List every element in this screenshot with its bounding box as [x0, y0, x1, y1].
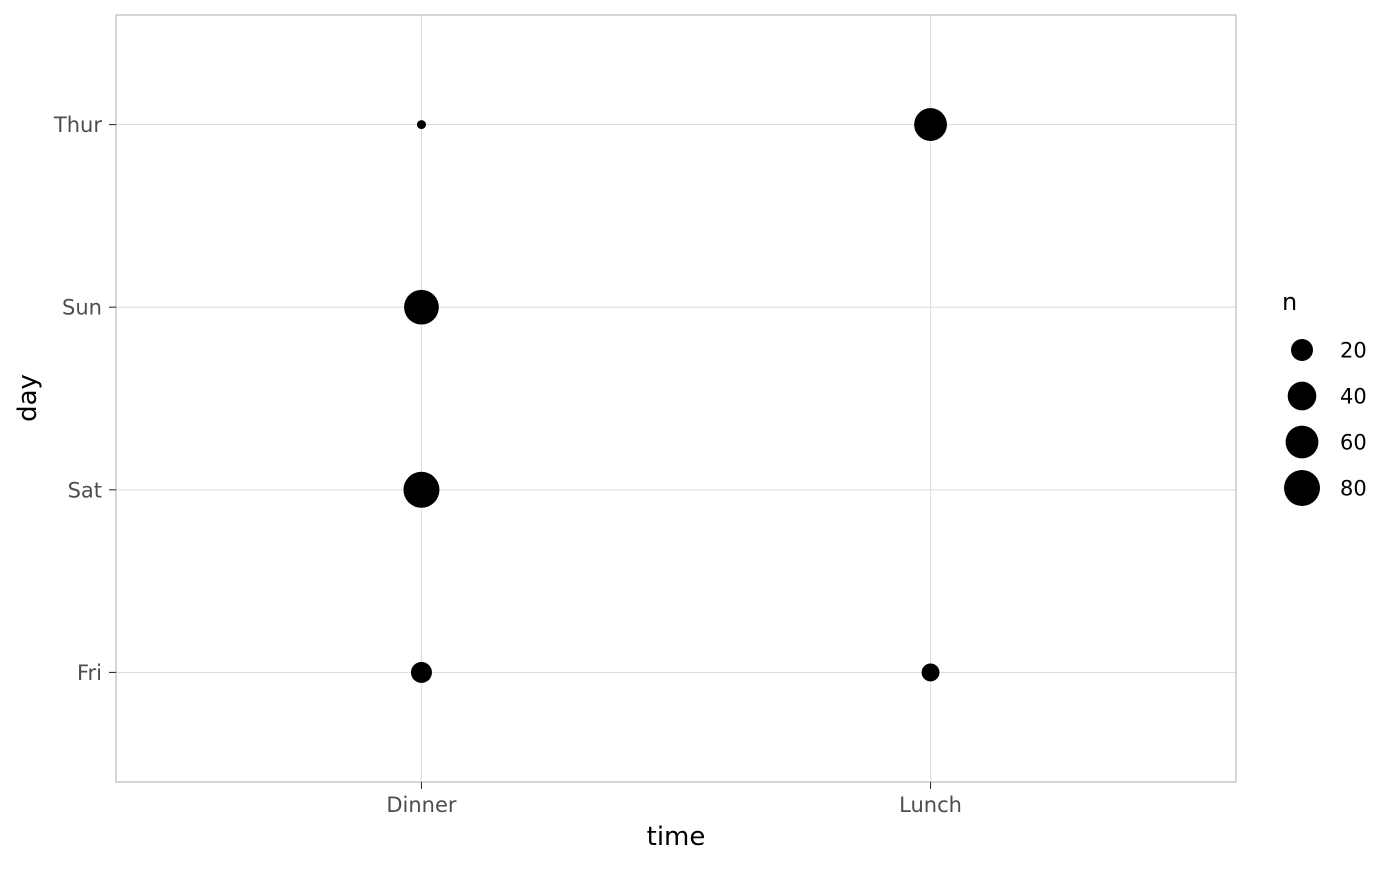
- data-points: [403, 108, 947, 683]
- y-tick-label: Sun: [62, 296, 102, 320]
- legend-key-label: 80: [1340, 477, 1367, 501]
- grid-lines: [116, 15, 1236, 782]
- panel-border: [115, 14, 1237, 783]
- data-point-dinner-thur: [416, 120, 426, 130]
- data-point-lunch-thur: [914, 108, 947, 141]
- legend-key-label: 40: [1340, 385, 1367, 409]
- data-point-dinner-sat: [403, 471, 440, 508]
- legend-key-circle: [1291, 339, 1313, 361]
- y-axis-title: day: [13, 374, 43, 422]
- y-tick-label: Thur: [53, 113, 102, 137]
- x-tick-label: Dinner: [386, 793, 457, 817]
- data-point-lunch-fri: [921, 663, 940, 682]
- data-point-dinner-sun: [404, 289, 439, 325]
- axes: Dinner Lunch Fri Sat Sun Thur: [53, 113, 962, 817]
- legend-title: n: [1282, 288, 1297, 316]
- legend-key-circle: [1284, 470, 1320, 506]
- legend-key-circle: [1287, 381, 1317, 411]
- panel-background: [116, 15, 1236, 782]
- legend-key-label: 20: [1340, 339, 1367, 363]
- y-tick-label: Sat: [68, 478, 102, 502]
- legend-key-label: 60: [1340, 431, 1367, 455]
- x-axis-title: time: [647, 822, 706, 852]
- legend-key-circle: [1285, 425, 1319, 459]
- size-legend: n 20 40 60 80: [1282, 288, 1367, 506]
- x-tick-label: Lunch: [899, 793, 962, 817]
- y-tick-label: Fri: [77, 661, 102, 685]
- data-point-dinner-fri: [410, 661, 432, 683]
